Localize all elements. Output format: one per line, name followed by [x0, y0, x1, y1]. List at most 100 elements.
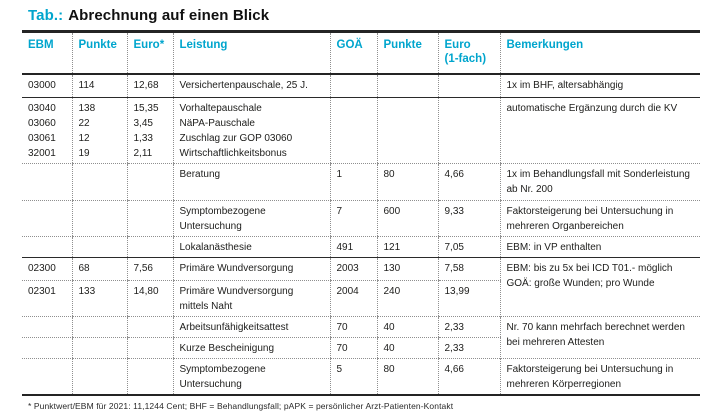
billing-table: EBM Punkte Euro* Leistung GOÄ Punkte Eur… [22, 30, 700, 396]
cell-leistung: Primäre Wundversorgung mittels Naht [172, 280, 330, 317]
cell-ebm-punkte [71, 358, 127, 395]
cell-goa-code: 70 [329, 316, 377, 338]
cell-ebm-code [22, 337, 72, 359]
cell-leistung: Arbeitsunfähigkeitsattest [172, 316, 330, 338]
cell-goa-punkte: 121 [376, 236, 438, 258]
cell-ebm-code: 02300 [22, 257, 72, 281]
cell-ebm-code: 03040 03060 03061 32001 [22, 97, 72, 164]
cell-goa-punkte [376, 97, 438, 164]
cell-ebm-euro [126, 358, 173, 395]
table-row: 02300 68 7,56 Primäre Wundversorgung 200… [22, 257, 700, 317]
table-title-prefix: Tab.: [28, 7, 64, 24]
cell-goa-code: 7 [329, 200, 377, 237]
cell-goa-euro: 9,33 [437, 200, 500, 237]
cell-ebm-punkte: 133 [71, 280, 127, 317]
table-row: Beratung 1 80 4,66 1x im Behandlungsfall… [22, 163, 700, 201]
col-header-ebm: EBM [22, 31, 72, 75]
cell-goa-code [329, 97, 377, 164]
cell-goa-punkte: 240 [376, 280, 438, 317]
table-row: Lokalanästhesie 491 121 7,05 EBM: in VP … [22, 236, 700, 258]
cell-bemerkung: EBM: bis zu 5x bei ICD T01.- möglich GOÄ… [499, 257, 700, 317]
table-row: 02301 133 14,80 Primäre Wundversorgung m… [22, 280, 700, 317]
cell-ebm-punkte: 138 22 12 19 [71, 97, 127, 164]
cell-goa-euro [437, 97, 500, 164]
table-row: Symptombezogene Untersuchung 7 600 9,33 … [22, 200, 700, 237]
cell-leistung: Vorhaltepauschale NäPA-Pauschale Zuschla… [172, 97, 330, 164]
cell-goa-punkte: 40 [376, 316, 438, 338]
cell-ebm-punkte: 114 [71, 73, 127, 98]
cell-ebm-euro: 14,80 [126, 280, 173, 317]
cell-leistung: Lokalanästhesie [172, 236, 330, 258]
cell-ebm-punkte [71, 163, 127, 201]
cell-ebm-code [22, 200, 72, 237]
cell-goa-punkte: 40 [376, 337, 438, 359]
cell-leistung: Symptombezogene Untersuchung [172, 200, 330, 237]
cell-ebm-euro [126, 337, 173, 359]
cell-ebm-euro [126, 200, 173, 237]
cell-goa-euro: 7,58 [437, 257, 500, 281]
cell-goa-euro [437, 73, 500, 98]
cell-goa-euro: 13,99 [437, 280, 500, 317]
cell-bemerkung: automatische Ergänzung durch die KV [499, 97, 700, 164]
cell-ebm-euro [126, 163, 173, 201]
cell-goa-punkte: 80 [376, 358, 438, 395]
cell-ebm-code [22, 236, 72, 258]
col-header-ebm-punkte: Punkte [71, 31, 127, 75]
cell-ebm-euro [126, 316, 173, 338]
cell-ebm-euro: 7,56 [126, 257, 173, 281]
col-header-goa: GOÄ [329, 31, 377, 75]
cell-ebm-code: 02301 [22, 280, 72, 317]
cell-bemerkung: EBM: in VP enthalten [499, 236, 700, 258]
cell-goa-code: 491 [329, 236, 377, 258]
cell-ebm-code: 03000 [22, 73, 72, 98]
cell-leistung: Primäre Wundversorgung [172, 257, 330, 281]
cell-goa-euro: 2,33 [437, 337, 500, 359]
cell-goa-euro: 4,66 [437, 358, 500, 395]
cell-bemerkung: Nr. 70 kann mehrfach berechnet werden be… [499, 316, 700, 359]
cell-ebm-punkte [71, 200, 127, 237]
table-title-text: Abrechnung auf einen Blick [68, 7, 270, 24]
col-header-goa-euro: Euro (1-fach) [437, 31, 500, 75]
cell-goa-code: 70 [329, 337, 377, 359]
cell-bemerkung: 1x im Behandlungsfall mit Sonderleistung… [499, 163, 700, 201]
cell-ebm-euro: 12,68 [126, 73, 173, 98]
table-row: Symptombezogene Untersuchung 5 80 4,66 F… [22, 358, 700, 395]
cell-bemerkung: Faktorsteigerung bei Untersuchung in meh… [499, 358, 700, 395]
cell-ebm-punkte [71, 337, 127, 359]
col-header-goa-punkte: Punkte [376, 31, 438, 75]
cell-ebm-code [22, 316, 72, 338]
footnote: * Punktwert/EBM für 2021: 11,1244 Cent; … [28, 401, 454, 411]
cell-goa-code [329, 73, 377, 98]
col-header-leistung: Leistung [172, 31, 330, 75]
cell-bemerkung: Faktorsteigerung bei Untersuchung in meh… [499, 200, 700, 237]
table-row: 03040 03060 03061 32001 138 22 12 19 15,… [22, 97, 700, 164]
table-row: Arbeitsunfähigkeitsattest 70 40 2,33 Nr.… [22, 316, 700, 359]
table-title: Tab.: Abrechnung auf einen Blick [28, 7, 702, 24]
col-header-bemerkungen: Bemerkungen [499, 31, 700, 75]
cell-goa-euro: 7,05 [437, 236, 500, 258]
cell-leistung: Symptombezogene Untersuchung [172, 358, 330, 395]
cell-ebm-euro [126, 236, 173, 258]
cell-ebm-code [22, 163, 72, 201]
cell-goa-punkte: 600 [376, 200, 438, 237]
cell-leistung: Beratung [172, 163, 330, 201]
cell-bemerkung: 1x im BHF, altersabhängig [499, 73, 700, 98]
cell-goa-code: 1 [329, 163, 377, 201]
table-row: 03000 114 12,68 Versichertenpauschale, 2… [22, 73, 700, 98]
cell-goa-punkte: 80 [376, 163, 438, 201]
cell-goa-euro: 4,66 [437, 163, 500, 201]
cell-ebm-euro: 15,35 3,45 1,33 2,11 [126, 97, 173, 164]
header-row: EBM Punkte Euro* Leistung GOÄ Punkte Eur… [22, 31, 700, 75]
cell-goa-punkte: 130 [376, 257, 438, 281]
col-header-ebm-euro: Euro* [126, 31, 173, 75]
cell-leistung: Versichertenpauschale, 25 J. [172, 73, 330, 98]
table-row: Kurze Bescheinigung 70 40 2,33 [22, 337, 700, 359]
cell-ebm-punkte [71, 316, 127, 338]
cell-goa-code: 2003 [329, 257, 377, 281]
cell-leistung: Kurze Bescheinigung [172, 337, 330, 359]
cell-ebm-punkte [71, 236, 127, 258]
cell-goa-code: 2004 [329, 280, 377, 317]
cell-goa-euro: 2,33 [437, 316, 500, 338]
cell-goa-punkte [376, 73, 438, 98]
